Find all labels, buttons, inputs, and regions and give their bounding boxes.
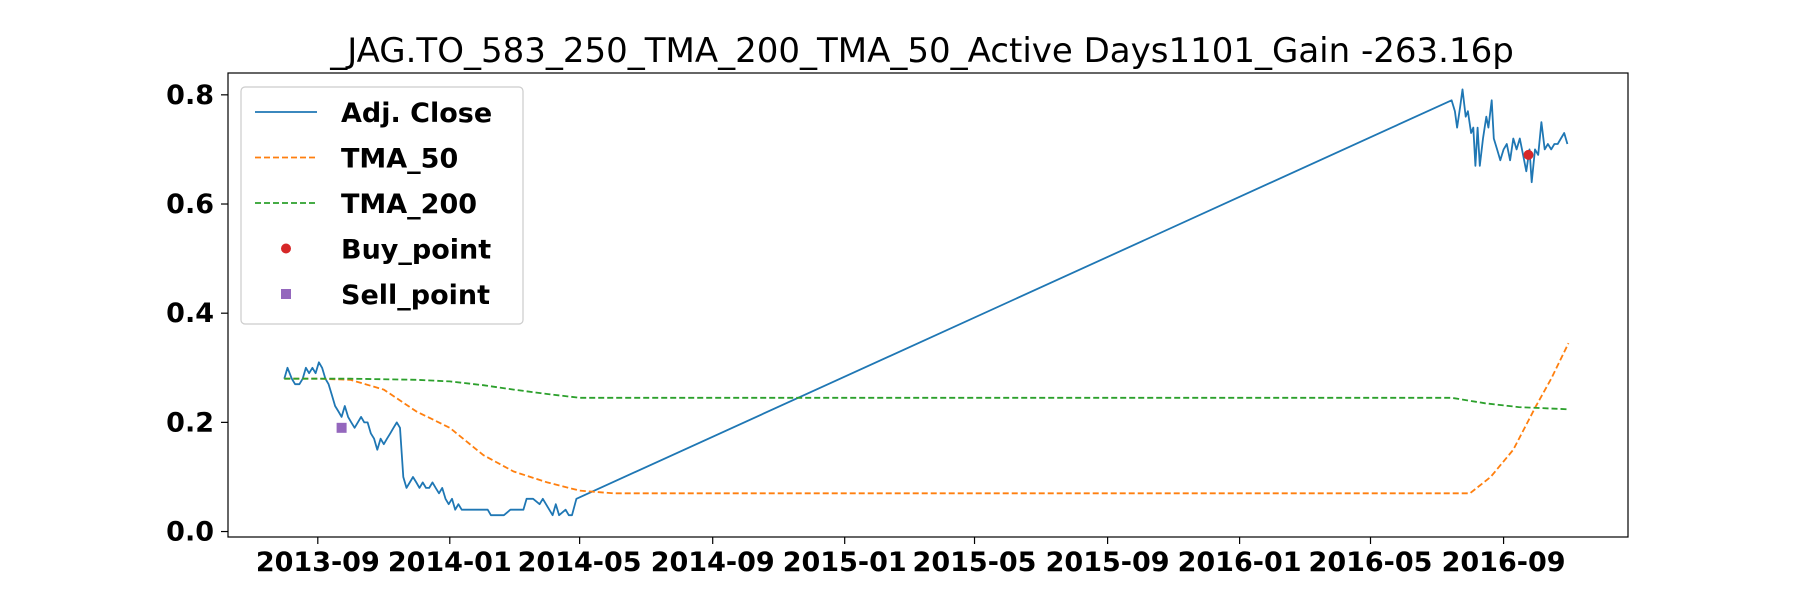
legend-label-adj-close: Adj. Close: [341, 98, 492, 129]
buy-point-marker: [1523, 149, 1534, 160]
legend-box: [240, 86, 524, 325]
x-axis: 2013-09 2014-01 2014-05 2014-09 2015-01 2015-…: [256, 537, 1566, 578]
legend-swatch-buy-point: [281, 243, 291, 254]
y-tick-label: 0.6: [166, 189, 214, 220]
y-tick-label: 0.0: [166, 517, 214, 548]
legend-swatch-sell-point: [281, 289, 291, 299]
plot-frame: [227, 72, 1629, 538]
y-tick-label: 0.8: [166, 80, 214, 111]
y-tick-label: 0.2: [166, 407, 214, 438]
x-tick-label: 2016-05: [1309, 547, 1433, 578]
y-tick-label: 0.4: [166, 298, 214, 329]
legend: Adj. Close TMA_50 TMA_200 Buy_point Sell_poi…: [240, 86, 524, 325]
x-tick-label: 2015-01: [783, 547, 907, 578]
tma-50-line: [284, 342, 1570, 495]
x-tick-label: 2015-05: [913, 547, 1037, 578]
sell-point-marker: [336, 422, 347, 433]
x-tick-label: 2013-09: [256, 547, 380, 578]
legend-label-buy-point: Buy_point: [341, 235, 491, 266]
x-tick-label: 2014-09: [651, 547, 775, 578]
x-tick-label: 2014-01: [388, 547, 512, 578]
adj-close-line: [283, 88, 1569, 517]
legend-label-tma-50: TMA_50: [341, 144, 458, 175]
x-tick-label: 2014-05: [518, 547, 642, 578]
chart-title: _JAG.TO_583_250_TMA_200_TMA_50_Active Da…: [329, 31, 1514, 71]
plot-area: [283, 88, 1570, 517]
x-tick-label: 2015-09: [1046, 547, 1170, 578]
tma-200-line: [284, 377, 1569, 411]
legend-label-tma-200: TMA_200: [341, 189, 477, 220]
x-tick-label: 2016-01: [1178, 547, 1302, 578]
legend-label-sell-point: Sell_point: [341, 280, 490, 311]
x-tick-label: 2016-09: [1442, 547, 1566, 578]
y-axis: 0.0 0.2 0.4 0.6 0.8: [166, 80, 228, 548]
